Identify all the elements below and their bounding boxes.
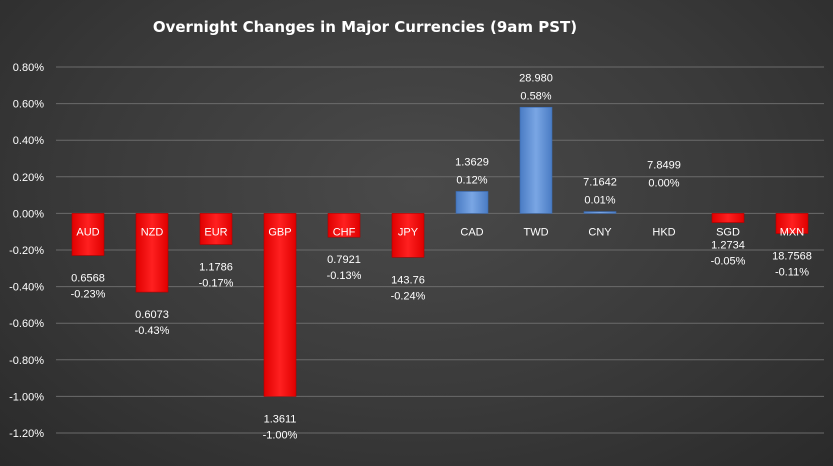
category-label: SGD xyxy=(716,226,740,238)
y-tick-label: 0.80% xyxy=(13,62,44,74)
bar xyxy=(455,191,489,214)
data-label-rate: 7.8499 xyxy=(647,159,681,171)
data-label-rate: 18.7568 xyxy=(772,251,812,263)
y-tick-label: -0.80% xyxy=(9,355,44,367)
data-label-rate: 7.1642 xyxy=(583,177,617,189)
data-label-percent: -0.05% xyxy=(711,256,746,268)
category-label: EUR xyxy=(204,226,227,238)
y-tick-label: 0.20% xyxy=(13,172,44,184)
bar xyxy=(775,213,809,234)
y-axis-tick-labels: 0.80% 0.60% 0.40% 0.20% 0.00% -0.20% -0.40% -0.… xyxy=(9,62,44,440)
category-label: NZD xyxy=(141,226,164,238)
chart-title: Overnight Changes in Major Currencies (9… xyxy=(153,18,577,36)
category-label: CHF xyxy=(333,226,356,238)
category-label: AUD xyxy=(76,226,99,238)
y-tick-label: -0.20% xyxy=(9,245,44,257)
y-tick-label: -1.20% xyxy=(9,428,44,440)
data-label-percent: -0.43% xyxy=(135,325,170,337)
data-label-rate: 1.2734 xyxy=(711,240,745,252)
gridlines xyxy=(56,66,824,434)
y-tick-label: -0.60% xyxy=(9,318,44,330)
data-label-rate: 143.76 xyxy=(391,274,425,286)
y-tick-label: 0.60% xyxy=(13,99,44,111)
data-label-percent: 0.01% xyxy=(584,195,615,207)
bar xyxy=(327,213,361,238)
data-label-rate: 1.3611 xyxy=(264,413,297,425)
bar xyxy=(391,213,425,258)
bar xyxy=(199,213,233,245)
data-label-rate: 1.3629 xyxy=(455,156,489,168)
data-label-rate: 0.6073 xyxy=(135,309,169,321)
data-label-rate: 0.7921 xyxy=(327,254,361,266)
bar xyxy=(519,106,553,214)
y-tick-label: -0.40% xyxy=(9,282,44,294)
y-tick-label: 0.00% xyxy=(13,208,44,220)
y-tick-label: -1.00% xyxy=(9,391,44,403)
bar xyxy=(711,213,745,223)
y-tick-label: 0.40% xyxy=(13,135,44,147)
bar xyxy=(135,213,169,293)
bars xyxy=(71,106,809,397)
category-label: TWD xyxy=(523,226,548,238)
category-label: GBP xyxy=(268,226,291,238)
category-label: CNY xyxy=(588,226,612,238)
bar xyxy=(71,213,105,256)
data-label-percent: 0.58% xyxy=(520,90,551,102)
bar xyxy=(263,213,297,397)
data-label-percent: -1.00% xyxy=(263,429,298,441)
data-label-rate: 0.6568 xyxy=(71,272,105,284)
data-label-percent: -0.23% xyxy=(71,288,106,300)
data-label-percent: -0.24% xyxy=(391,290,426,302)
category-label: HKD xyxy=(652,226,675,238)
data-label-percent: -0.11% xyxy=(775,267,809,279)
data-labels: AUD 0.6568 -0.23% NZD 0.6073 -0.43% EUR 1.1786 -… xyxy=(71,72,812,441)
bar xyxy=(583,211,617,214)
category-label: JPY xyxy=(398,226,419,238)
category-label: CAD xyxy=(460,226,483,238)
data-label-percent: -0.17% xyxy=(199,278,234,290)
category-label: MXN xyxy=(780,226,805,238)
data-label-percent: 0.00% xyxy=(648,177,679,189)
data-label-percent: -0.13% xyxy=(327,270,362,282)
data-label-percent: 0.12% xyxy=(456,174,487,186)
data-label-rate: 28.980 xyxy=(519,72,553,84)
data-label-rate: 1.1786 xyxy=(199,262,233,274)
